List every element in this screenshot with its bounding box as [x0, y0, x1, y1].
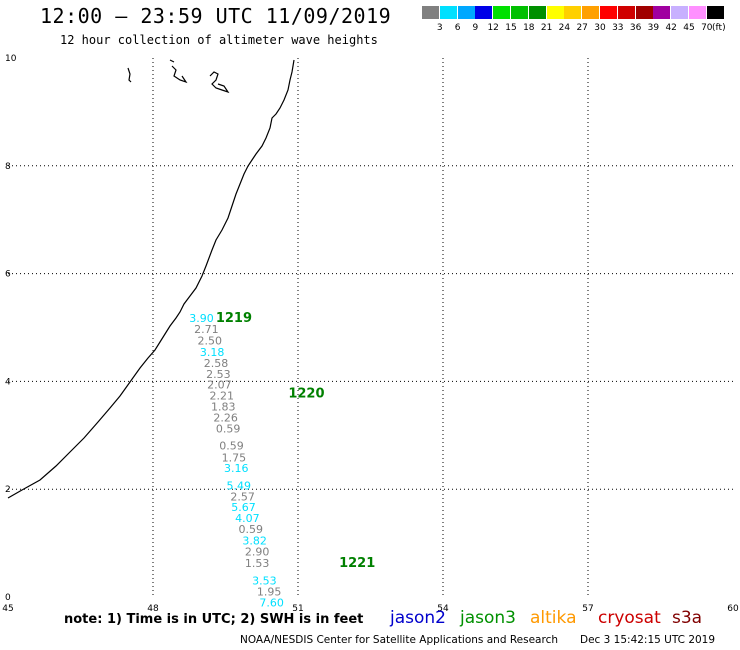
satellite-label-altika: altika	[530, 608, 577, 628]
credit-line: NOAA/NESDIS Center for Satellite Applica…	[240, 634, 558, 646]
wave-height-value: 2.07	[207, 379, 232, 392]
color-swatch	[475, 6, 493, 19]
color-legend-label: 9	[472, 23, 479, 33]
pass-time-label: 1220	[288, 386, 324, 401]
color-swatch	[511, 6, 528, 19]
wave-height-value: 3.82	[242, 534, 267, 547]
color-swatch	[564, 6, 582, 19]
color-swatch	[689, 6, 706, 19]
y-tick-label: 4	[5, 377, 11, 387]
wave-height-value: 2.90	[245, 546, 269, 559]
satellite-label-cryosat: cryosat	[598, 608, 661, 628]
pass-time-label: 1221	[339, 556, 375, 571]
coastline-island-2	[169, 59, 188, 84]
axis-tick-labels: 45 48 51 54 57 60 0 2 4 6 8 10	[2, 54, 739, 614]
x-tick-label: 60	[727, 604, 739, 614]
x-tick-label: 51	[292, 604, 303, 614]
color-swatch	[493, 6, 511, 19]
pass-time-labels: 1219 1220 1221	[216, 311, 375, 571]
wave-height-value: 1.95	[257, 586, 282, 599]
wave-height-value: 0.59	[239, 523, 263, 536]
y-tick-label: 6	[5, 270, 11, 280]
color-swatch	[671, 6, 689, 19]
color-swatch	[422, 6, 439, 19]
color-legend-unit: (ft)	[712, 23, 726, 33]
coastline	[7, 59, 295, 499]
color-swatch	[635, 6, 653, 19]
color-legend-label: 39	[647, 23, 660, 33]
wave-height-value: 0.59	[219, 440, 244, 453]
wave-height-value: 2.21	[210, 389, 235, 402]
color-legend-label: 70	[701, 23, 713, 33]
wave-height-value: 2.57	[230, 491, 255, 504]
color-swatch	[653, 6, 671, 19]
color-legend-label: 33	[612, 23, 624, 33]
wave-height-value: 2.50	[197, 334, 222, 347]
wave-height-value: 3.16	[224, 462, 249, 475]
color-legend-label: 18	[523, 23, 535, 33]
wave-height-value: 0.59	[216, 422, 241, 435]
color-swatch	[706, 6, 724, 19]
wave-height-value: 4.07	[235, 512, 260, 525]
color-legend-label: 21	[540, 23, 553, 33]
color-swatch	[546, 6, 564, 19]
color-swatch	[457, 6, 475, 19]
wave-height-value: 1.75	[222, 451, 247, 464]
y-tick-label: 0	[5, 593, 11, 603]
satellite-label-jason2: jason2	[390, 608, 446, 628]
wave-height-value: 2.26	[213, 412, 238, 425]
color-legend-label: 42	[665, 23, 677, 33]
color-swatch	[528, 6, 546, 19]
x-tick-label: 45	[2, 604, 13, 614]
satellite-label-s3a: s3a	[672, 608, 703, 628]
pass-time-label: 1219	[216, 311, 252, 326]
wave-height-observations: 3.902.712.503.182.582.532.072.211.832.26…	[189, 312, 284, 610]
page-subtitle: 12 hour collection of altimeter wave hei…	[60, 33, 378, 47]
wave-height-value: 3.53	[252, 574, 276, 587]
y-tick-label: 8	[5, 162, 11, 172]
wave-height-value: 7.60	[259, 596, 284, 609]
satellite-label-jason3: jason3	[460, 608, 516, 628]
color-legend-label: 24	[558, 23, 571, 33]
color-legend-label: 36	[629, 23, 642, 33]
page-title: 12:00 — 23:59 UTC 11/09/2019	[40, 4, 392, 28]
wave-height-value: 3.90	[189, 312, 214, 325]
wave-height-value: 1.53	[245, 557, 269, 570]
color-legend-label: 45	[683, 23, 695, 33]
wave-height-value: 2.58	[204, 357, 229, 370]
footer-note: note: 1) Time is in UTC; 2) SWH is in fe…	[64, 612, 364, 627]
wave-height-value: 5.49	[226, 479, 251, 492]
color-legend-label: 6	[454, 23, 461, 33]
color-swatch	[582, 6, 600, 19]
color-legend-label: 27	[576, 23, 588, 33]
wave-height-value: 3.18	[200, 346, 225, 359]
coastline-mainland	[7, 59, 295, 499]
wave-height-value: 2.53	[206, 368, 231, 381]
color-legend-label: 3	[436, 23, 443, 33]
wave-height-value: 2.71	[194, 323, 219, 336]
wave-height-value: 5.67	[231, 501, 256, 514]
map-grid	[8, 58, 733, 597]
generated-timestamp: Dec 3 15:42:15 UTC 2019	[580, 634, 716, 646]
coastline-island-1	[127, 67, 132, 83]
y-tick-label: 10	[5, 54, 17, 64]
x-tick-label: 48	[147, 604, 159, 614]
y-tick-label: 2	[5, 485, 11, 495]
x-tick-label: 57	[582, 604, 593, 614]
coastline-island-3	[209, 71, 230, 94]
color-swatch	[617, 6, 635, 19]
wave-height-value: 1.83	[211, 401, 236, 414]
color-swatch	[600, 6, 617, 19]
x-tick-label: 54	[437, 604, 449, 614]
color-legend-label: 15	[505, 23, 517, 33]
color-swatch	[439, 6, 457, 19]
color-legend-label: 12	[487, 23, 499, 33]
color-legend-label: 30	[594, 23, 606, 33]
